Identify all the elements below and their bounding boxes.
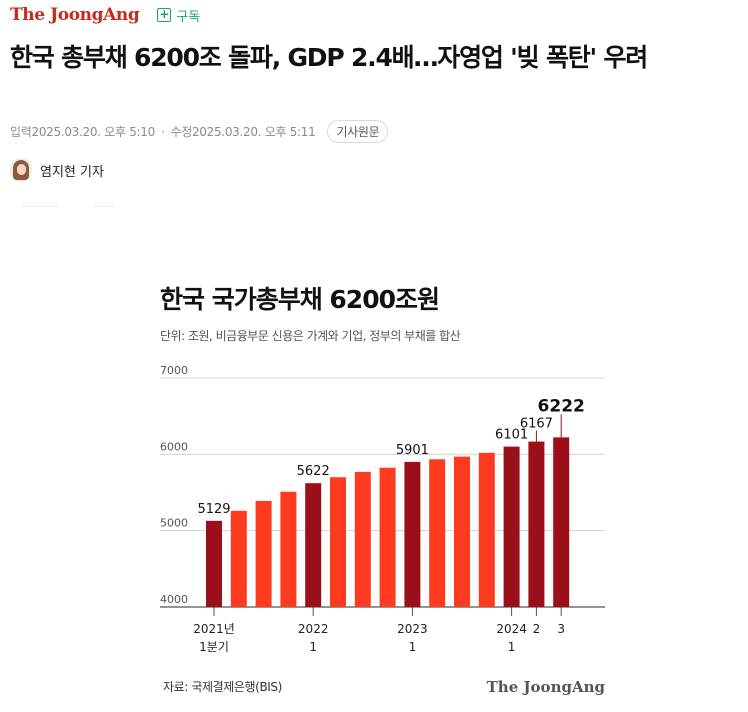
y-tick-label: 5000 [160,517,188,530]
x-tick-label: 2023 [397,622,428,636]
published-time: 입력2025.03.20. 오후 5:10 [10,125,155,139]
bar [429,459,446,607]
subscribe-label: 구독 [176,9,201,25]
x-tick-label: 3 [557,622,565,636]
divider [22,206,58,207]
debt-chart: 한국 국가총부채 6200조원 단위: 조원, 비금융부문 신용은 가계와 기업… [145,268,615,708]
data-label: 5901 [396,443,429,458]
bar [330,477,346,607]
subscribe-button[interactable]: + 구독 [157,6,200,25]
article-meta: 입력2025.03.20. 오후 5:10 · 수정2025.03.20. 오후… [10,120,389,143]
chart-svg: 한국 국가총부채 6200조원 단위: 조원, 비금융부문 신용은 가계와 기업… [160,285,606,696]
site-logo[interactable]: The JoongAng [10,5,140,25]
bar [478,452,495,607]
byline[interactable]: 염지현 기자 [10,158,104,182]
bar [230,510,247,607]
bar [379,467,396,607]
bar [305,483,322,607]
x-tick-label-sub: 1 [309,640,317,654]
reporter-avatar [10,158,32,182]
bar [280,491,297,607]
data-label: 5622 [297,464,330,479]
y-tick-label: 4000 [160,593,188,606]
chart-x-labels: 2021년 1분기 2022 1 2023 1 2024 1 2 3 [193,607,565,654]
chart-title: 한국 국가총부채 6200조원 [160,285,439,314]
data-label: 6222 [538,396,585,416]
original-article-button[interactable]: 기사원문 [327,120,389,143]
chart-logo: The JoongAng [487,678,606,696]
bar [404,461,421,607]
bar [553,437,570,607]
data-label: 5129 [197,502,230,517]
bar [454,456,470,607]
chart-subtitle: 단위: 조원, 비금융부문 신용은 가계와 기업, 정부의 부채를 합산 [160,329,461,343]
bar [528,441,545,607]
chart-source: 자료: 국제결제은행(BIS) [163,679,282,694]
y-tick-label: 7000 [160,364,188,377]
x-tick-label-sub: 1 [409,640,417,654]
modified-time: 수정2025.03.20. 오후 5:11 [170,125,316,139]
bar [206,520,222,607]
article-title: 한국 총부채 6200조 돌파, GDP 2.4배…자영업 '빚 폭탄' 우려 [10,43,648,72]
data-label: 6101 [495,428,528,443]
reporter-name[interactable]: 염지현 기자 [40,164,104,180]
x-tick-label: 2022 [298,622,329,636]
plus-icon: + [157,7,172,22]
bar [503,446,520,607]
site-header: The JoongAng + 구독 [10,4,200,26]
x-tick-label-sub: 1 [508,640,516,654]
x-tick-label: 2024 [496,622,527,636]
bar [255,500,272,607]
divider [94,206,114,207]
data-label: 6167 [520,417,553,432]
x-tick-label-sub: 1분기 [199,640,229,654]
meta-separator: · [160,124,165,139]
x-tick-label: 2 [533,622,541,636]
x-tick-label: 2021년 [193,622,235,636]
y-tick-label: 6000 [160,440,188,453]
bar [354,471,371,607]
